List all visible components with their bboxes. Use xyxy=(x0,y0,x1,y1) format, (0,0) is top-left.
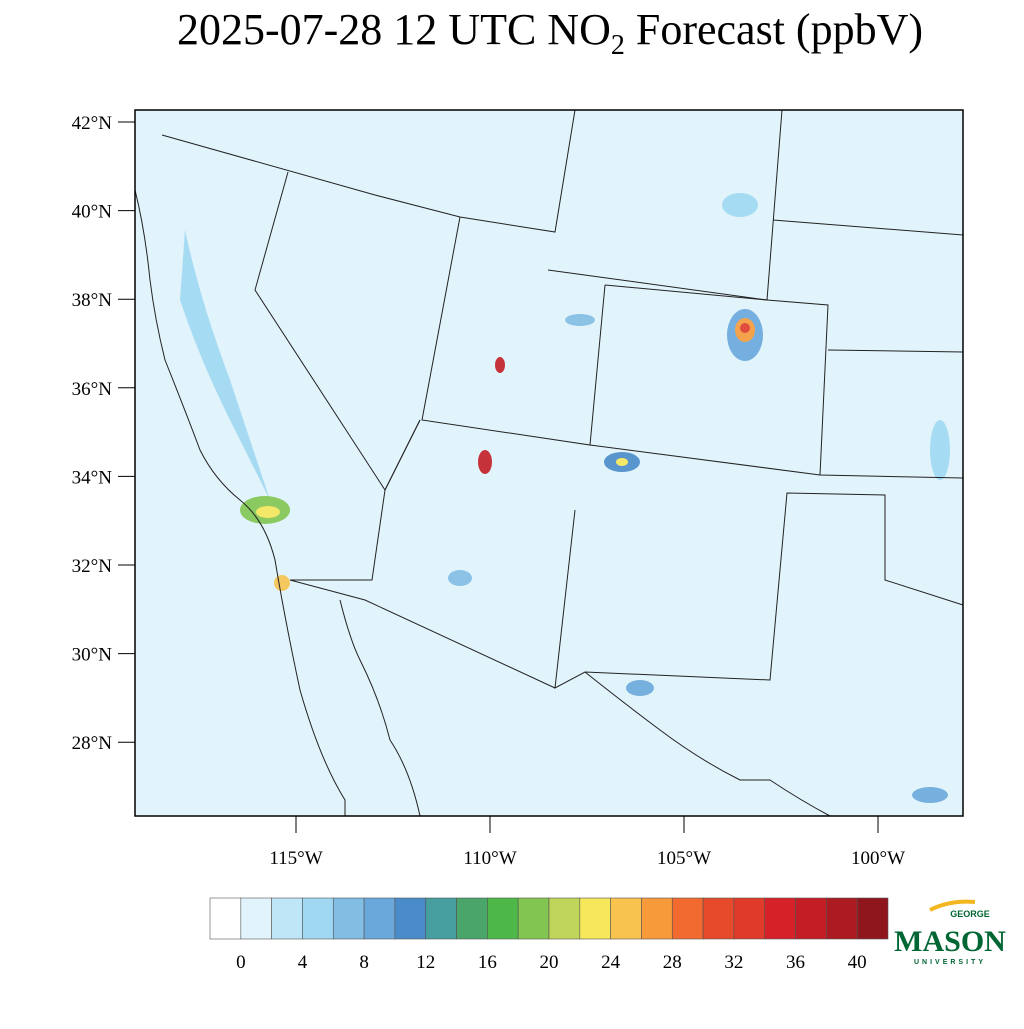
colorbar-box xyxy=(826,897,858,940)
colorbar-tick-label: 32 xyxy=(724,952,743,973)
lon-tick-label: 115°W xyxy=(269,848,322,869)
colorbar-box xyxy=(332,897,365,940)
lon-tick-label: 105°W xyxy=(657,848,711,869)
colorbar-tick-label: 12 xyxy=(416,952,435,973)
lat-tick-label: 28°N xyxy=(72,733,113,754)
logo: GEORGE MASON UNIVERSITY xyxy=(894,899,1006,966)
lat-tick-label: 42°N xyxy=(72,113,113,134)
colorbar-box xyxy=(795,897,827,940)
lat-tick-label: 30°N xyxy=(72,645,113,666)
colorbar-box xyxy=(363,897,396,940)
colorbar-box xyxy=(302,897,334,940)
map-panel: 42°N 40°N 38°N 36°N 34°N 32°N 30°N 28°N 115°W 11… xyxy=(72,109,964,869)
colorbar-box xyxy=(671,897,704,940)
colorbar-box xyxy=(425,897,457,940)
logo-main: MASON xyxy=(894,925,1006,958)
colorbar-tick-label: 40 xyxy=(848,952,867,973)
colorbar-box xyxy=(456,897,488,940)
colorbar-tick-label: 24 xyxy=(601,952,621,973)
colorbar-box xyxy=(394,897,427,940)
colorbar-box xyxy=(487,897,519,940)
title: 2025-07-28 12 UTC NO2 Forecast (ppbV) xyxy=(177,5,923,61)
logo-bottom: UNIVERSITY xyxy=(914,959,986,966)
colorbar-box xyxy=(764,897,796,940)
borders xyxy=(134,109,964,817)
concentration-blobs xyxy=(180,193,950,803)
colorbar-box xyxy=(641,897,673,940)
lat-tick-label: 40°N xyxy=(72,202,113,223)
colorbar-tick-label: 0 xyxy=(236,952,246,973)
colorbar-tick-label: 16 xyxy=(478,952,497,973)
lat-tick-label: 32°N xyxy=(72,556,113,577)
colorbar-box xyxy=(610,897,642,940)
title-text: 2025-07-28 12 UTC NO xyxy=(177,5,611,54)
colorbar-box xyxy=(271,897,303,940)
colorbar-box xyxy=(579,897,611,940)
title-subscript: 2 xyxy=(611,30,625,61)
lat-tick-label: 36°N xyxy=(72,379,113,400)
title-text: Forecast (ppbV) xyxy=(625,5,923,54)
colorbar-box xyxy=(517,897,550,940)
colorbar-box xyxy=(209,897,242,940)
logo-swoosh xyxy=(929,899,976,912)
colorbar-tick-label: 36 xyxy=(786,952,805,973)
colorbar-tick-label: 28 xyxy=(663,952,682,973)
colorbar: 0 4 8 12 16 20 24 28 32 36 40 xyxy=(209,897,889,973)
logo-top: GEORGE xyxy=(950,909,990,919)
colorbar-box xyxy=(702,897,735,940)
colorbar-tick-label: 20 xyxy=(540,952,559,973)
lat-tick-label: 38°N xyxy=(72,290,113,311)
map-background xyxy=(135,110,963,816)
colorbar-box xyxy=(733,897,766,940)
colorbar-tick-label: 4 xyxy=(298,952,308,973)
colorbar-box xyxy=(856,897,889,940)
map-frame xyxy=(134,109,964,817)
lat-tick-label: 34°N xyxy=(72,467,113,488)
lon-tick-label: 110°W xyxy=(463,848,516,869)
colorbar-box xyxy=(240,897,272,940)
colorbar-tick-label: 8 xyxy=(359,952,369,973)
lon-tick-label: 100°W xyxy=(851,848,905,869)
colorbar-box xyxy=(548,897,581,940)
